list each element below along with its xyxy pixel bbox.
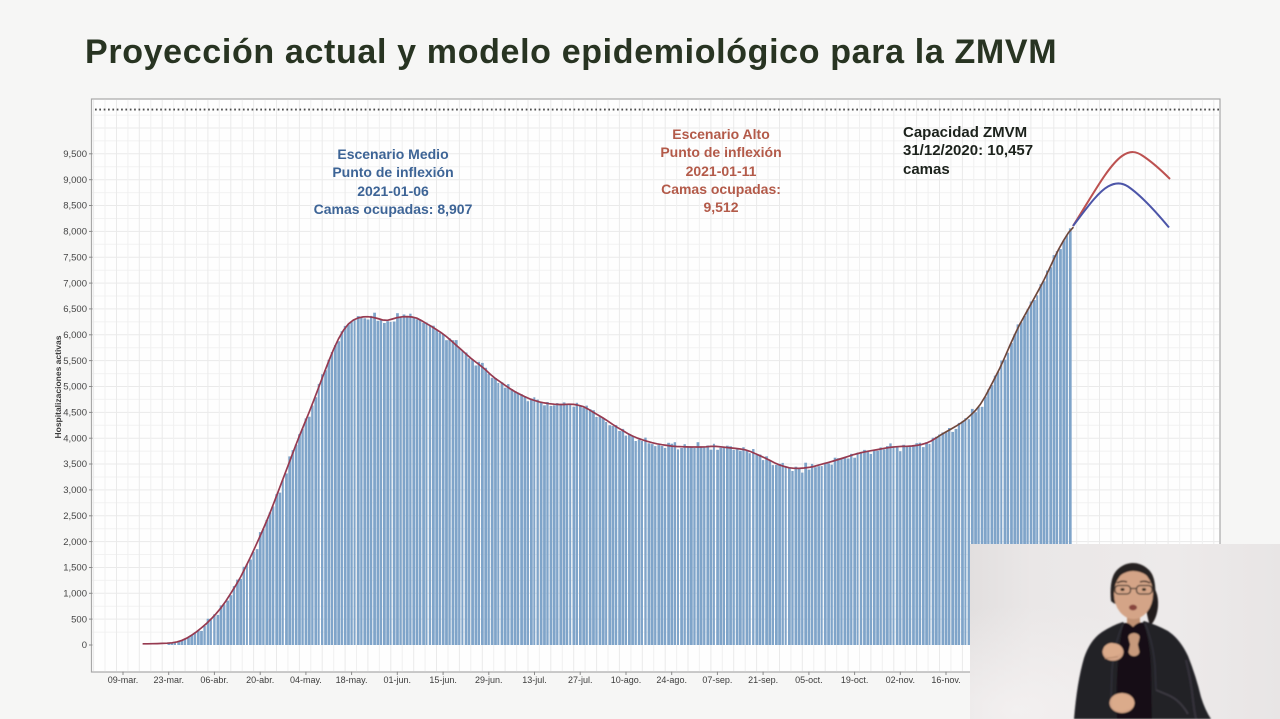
svg-text:05-oct.: 05-oct.	[795, 675, 823, 685]
svg-text:07-sep.: 07-sep.	[702, 675, 732, 685]
svg-text:1,000: 1,000	[63, 589, 87, 600]
svg-text:0: 0	[82, 640, 87, 651]
svg-text:2,500: 2,500	[63, 511, 87, 522]
svg-text:4,500: 4,500	[63, 408, 87, 419]
svg-text:20-abr.: 20-abr.	[246, 675, 274, 685]
svg-text:9,000: 9,000	[63, 175, 87, 186]
svg-text:13-jul.: 13-jul.	[522, 675, 547, 685]
svg-text:04-may.: 04-may.	[290, 675, 322, 685]
svg-text:09-mar.: 09-mar.	[108, 675, 139, 685]
svg-text:01-jun.: 01-jun.	[384, 675, 412, 685]
svg-text:6,500: 6,500	[63, 304, 87, 315]
svg-text:9,500: 9,500	[63, 149, 87, 160]
svg-text:06-abr.: 06-abr.	[200, 675, 228, 685]
svg-text:8,500: 8,500	[63, 201, 87, 212]
svg-text:5,500: 5,500	[63, 356, 87, 367]
svg-text:02-nov.: 02-nov.	[886, 675, 915, 685]
svg-text:1,500: 1,500	[63, 563, 87, 574]
svg-text:16-nov.: 16-nov.	[931, 675, 960, 685]
svg-text:4,000: 4,000	[63, 433, 87, 444]
svg-text:24-ago.: 24-ago.	[656, 675, 687, 685]
svg-text:29-jun.: 29-jun.	[475, 675, 503, 685]
svg-text:19-oct.: 19-oct.	[841, 675, 869, 685]
svg-text:10-ago.: 10-ago.	[611, 675, 642, 685]
svg-text:21-sep.: 21-sep.	[748, 675, 778, 685]
svg-text:3,500: 3,500	[63, 459, 87, 470]
svg-text:3,000: 3,000	[63, 485, 87, 496]
svg-text:15-jun.: 15-jun.	[429, 675, 457, 685]
svg-text:6,000: 6,000	[63, 330, 87, 341]
svg-text:7,000: 7,000	[63, 278, 87, 289]
svg-text:500: 500	[71, 614, 87, 625]
svg-text:18-may.: 18-may.	[336, 675, 368, 685]
svg-text:2,000: 2,000	[63, 537, 87, 548]
svg-text:Hospitalizaciones activas: Hospitalizaciones activas	[53, 335, 63, 438]
svg-text:7,500: 7,500	[63, 252, 87, 263]
svg-text:8,000: 8,000	[63, 227, 87, 238]
svg-text:23-mar.: 23-mar.	[153, 675, 184, 685]
svg-text:27-jul.: 27-jul.	[568, 675, 593, 685]
svg-text:5,000: 5,000	[63, 382, 87, 393]
